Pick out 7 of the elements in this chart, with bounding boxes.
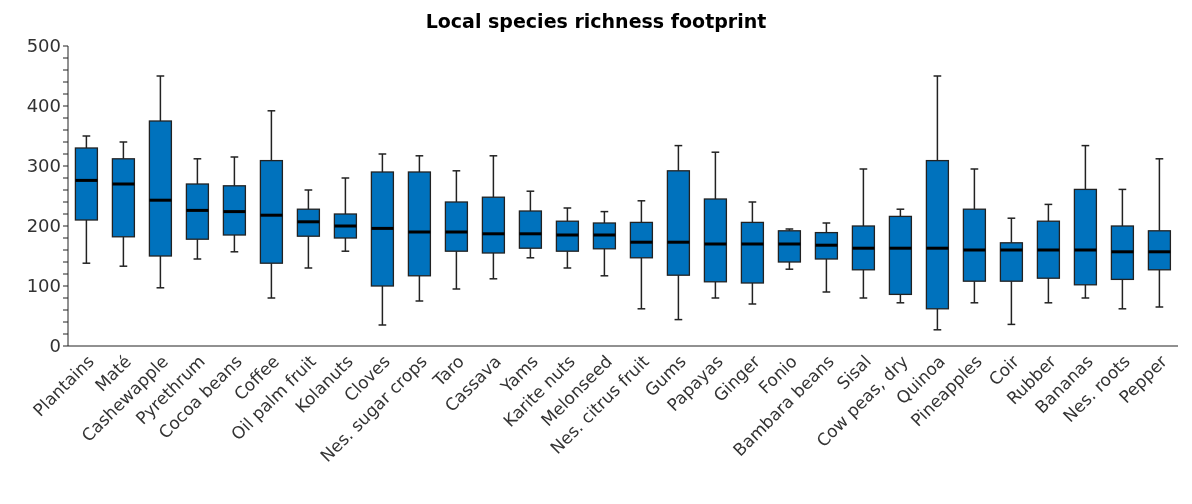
y-tick-label: 300 <box>26 155 61 177</box>
chart-title: Local species richness footprint <box>425 10 767 32</box>
y-tick-label: 0 <box>49 335 61 357</box>
y-tick-label: 100 <box>26 275 61 297</box>
y-tick-label: 200 <box>26 215 61 237</box>
y-tick-label: 500 <box>26 35 61 57</box>
y-tick-label: 400 <box>26 95 61 117</box>
